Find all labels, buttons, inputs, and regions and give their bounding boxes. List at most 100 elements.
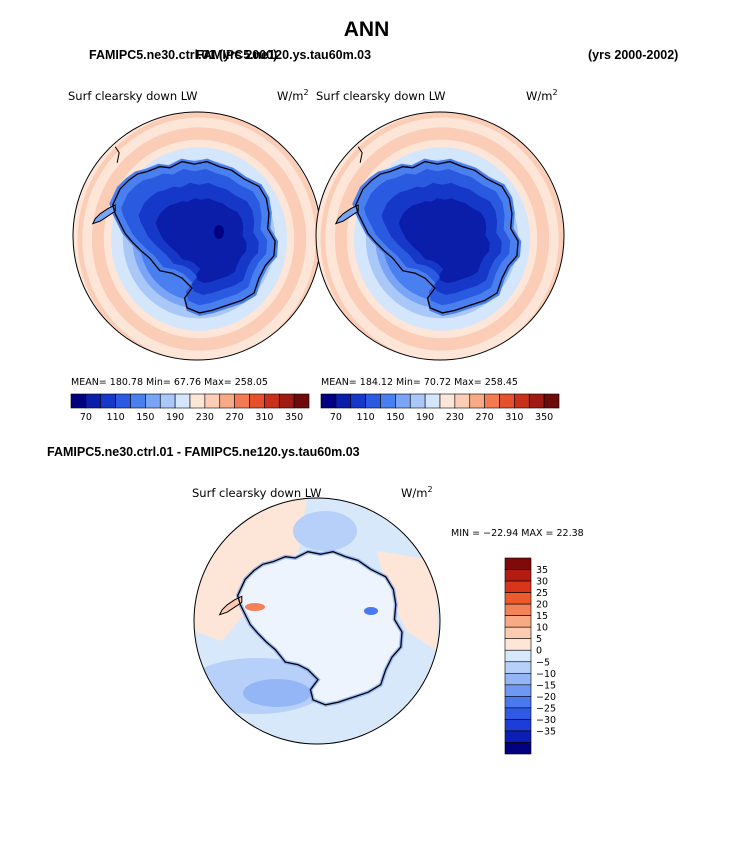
colorbar-box-15 (293, 393, 310, 409)
panel2-units: W/m2 (526, 88, 558, 103)
colorbar-box-2 (100, 393, 116, 409)
colorbar-tick-label: 190 (166, 412, 184, 423)
colorbar-box-9 (454, 393, 471, 409)
colorbar-box-6 (409, 393, 426, 409)
colorbar-tick-label: 20 (536, 600, 548, 611)
panel3-title: Surf clearsky down LW (192, 486, 322, 500)
colorbar-box-11 (234, 393, 250, 409)
continent-fill (237, 551, 402, 705)
coastline (355, 160, 519, 314)
panel1-stats: MEAN= 180.78 Min= 67.76 Max= 258.05 (71, 377, 268, 388)
panel1-map (72, 111, 322, 361)
colorbar-box-14 (528, 393, 545, 409)
colorbar-tick-label: 270 (476, 412, 494, 423)
colorbar-box-4 (130, 393, 146, 409)
colorbar-box-10 (469, 393, 485, 409)
colorbar-tick-label: −5 (536, 657, 550, 668)
colorbar-box-1 (504, 569, 532, 582)
colorbar-box-0 (70, 393, 87, 409)
colorbar-box-4 (504, 603, 532, 616)
colorbar-box-10 (219, 393, 235, 409)
south-america-tip (357, 146, 363, 163)
colorbar-box-2 (504, 580, 532, 593)
colorbar-tick-label: 230 (446, 412, 464, 423)
panel3-units: W/m2 (401, 485, 433, 500)
colorbar-box-8 (439, 393, 456, 409)
colorbar-tick-label: 30 (536, 577, 548, 588)
colorbar-box-14 (504, 719, 532, 732)
colorbar-tick-label: 310 (255, 412, 273, 423)
colorbar-tick-label: −25 (536, 703, 556, 714)
colorbar-box-3 (365, 393, 381, 409)
colorbar-box-0 (320, 393, 337, 409)
coastal-minimum (364, 607, 378, 615)
peninsula-fill (335, 205, 359, 224)
colorbar-tick-label: 0 (536, 646, 542, 657)
panel2-stats: MEAN= 184.12 Min= 70.72 Max= 258.45 (321, 377, 518, 388)
panel1-colorbar: 70 110 150 190 230 270 310 350 (70, 393, 310, 423)
colorbar-box-12 (499, 393, 515, 409)
peninsula-maximum (245, 603, 265, 611)
peninsula-fill (219, 596, 242, 615)
peninsula-coastline (91, 204, 116, 225)
colorbar-box-1 (85, 393, 102, 409)
colorbar-tick-label: 15 (536, 611, 548, 622)
colorbar-box-11 (504, 684, 532, 697)
colorbar-box-9 (504, 661, 532, 674)
panel3-map (193, 497, 441, 745)
panel3-minmax: MIN = −22.94 MAX = 22.38 (451, 528, 584, 539)
colorbar-tick-label: 70 (80, 412, 92, 423)
panel1-units: W/m2 (277, 88, 309, 103)
panel2-title: Surf clearsky down LW (316, 89, 446, 103)
colorbar-box-6 (159, 393, 176, 409)
positive-region-east (377, 551, 437, 651)
colorbar-tick-label: 25 (536, 588, 548, 599)
colorbar-box-3 (115, 393, 131, 409)
map-border (193, 497, 441, 745)
panel2-map (315, 111, 565, 361)
colorbar-tick-label: 70 (330, 412, 342, 423)
colorbar-box-9 (204, 393, 221, 409)
colorbar-box-5 (395, 393, 411, 409)
coastline (237, 551, 403, 706)
colorbar-tick-label: 350 (535, 412, 553, 423)
colorbar-tick-label: −10 (536, 669, 556, 680)
continent-level-4 (155, 198, 247, 284)
colorbar-box-7 (424, 393, 441, 409)
colorbar-box-8 (504, 649, 532, 663)
colorbar-tick-label: 35 (536, 565, 548, 576)
south-america-tip (114, 146, 120, 163)
case2-header: FAMIPC5.ne120.ys.tau60m.03 (196, 48, 372, 62)
coastline (112, 160, 276, 314)
negative-core-south (243, 679, 311, 707)
colorbar-box-13 (514, 393, 530, 409)
colorbar-tick-label: 10 (536, 623, 548, 634)
colorbar-tick-label: 190 (416, 412, 434, 423)
colorbar-box-15 (543, 393, 560, 409)
colorbar-box-7 (504, 638, 532, 651)
colorbar-box-7 (174, 393, 191, 409)
figure-title: ANN (343, 18, 390, 41)
years-header: (yrs 2000-2002) (588, 48, 679, 62)
colorbar-box-16 (504, 742, 532, 755)
continent-level-4 (398, 198, 490, 284)
panel2-colorbar: 70 110 150 190 230 270 310 350 (320, 393, 560, 423)
colorbar-tick-label: −20 (536, 692, 556, 703)
colorbar-tick-label: 150 (386, 412, 404, 423)
colorbar-box-8 (189, 393, 206, 409)
colorbar-tick-label: 110 (107, 412, 125, 423)
colorbar-box-1 (335, 393, 352, 409)
colorbar-tick-label: 150 (136, 412, 154, 423)
peninsula-coastline (218, 595, 243, 616)
colorbar-tick-label: 110 (357, 412, 375, 423)
colorbar-box-13 (264, 393, 280, 409)
colorbar-box-12 (249, 393, 265, 409)
colorbar-box-6 (504, 626, 532, 640)
colorbar-tick-label: 5 (536, 634, 542, 645)
colorbar-box-4 (380, 393, 396, 409)
case1-header: FAMIPC5.ne30.ctrl.01 (yrs 2000) (89, 48, 278, 62)
diff-header: FAMIPC5.ne30.ctrl.01 - FAMIPC5.ne120.ys.… (47, 445, 360, 459)
continent-minimum (214, 225, 224, 239)
colorbar-box-0 (504, 557, 532, 570)
